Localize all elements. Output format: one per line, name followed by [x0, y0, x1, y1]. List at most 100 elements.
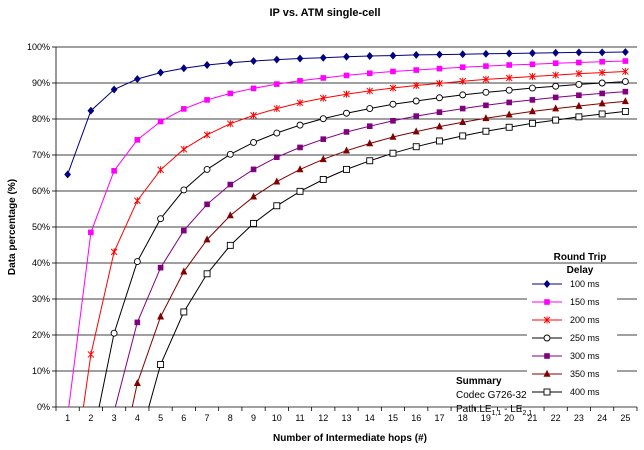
legend-label: 300 ms [570, 351, 600, 361]
point-marker [482, 114, 490, 122]
point-marker [543, 369, 551, 377]
point-marker [543, 388, 551, 396]
point-marker [204, 97, 210, 103]
point-marker [389, 100, 397, 108]
point-marker [390, 68, 396, 75]
point-marker [622, 88, 629, 95]
x-tick-label: 22 [551, 413, 561, 423]
legend-item: 300 ms [532, 351, 600, 361]
point-marker [598, 79, 606, 87]
point-marker [226, 150, 234, 158]
summary-path-prefix: Path:LE [456, 404, 492, 415]
legend-label: 250 ms [570, 333, 600, 343]
point-marker [273, 129, 281, 137]
point-marker [528, 107, 536, 115]
point-marker [343, 109, 350, 117]
y-tick-label: 80% [32, 114, 50, 124]
point-marker [621, 48, 629, 57]
x-tick-label: 8 [228, 413, 233, 423]
tick-labels: 0%10%20%30%40%50%60%70%80%90%100%1 2 3 4 5 6 7… [27, 42, 630, 423]
point-marker [505, 86, 513, 94]
point-marker [412, 143, 420, 151]
point-marker [226, 241, 234, 249]
point-marker [157, 118, 164, 125]
point-marker [296, 99, 304, 107]
point-marker [320, 136, 327, 142]
series-line [98, 81, 626, 408]
point-marker [543, 280, 551, 288]
point-marker [180, 267, 188, 275]
point-marker [87, 106, 95, 115]
series-line [148, 110, 626, 408]
point-marker [157, 68, 164, 77]
legend-background [527, 276, 617, 404]
point-marker [319, 115, 327, 123]
legend: Round Trip Delay 100 ms 150 ms 200 ms 250 m… [527, 252, 617, 404]
point-marker [482, 49, 490, 58]
point-marker [226, 211, 234, 219]
point-marker [319, 176, 327, 183]
point-marker [435, 122, 443, 130]
legend-item: 400 ms [532, 387, 600, 397]
point-marker [204, 201, 210, 208]
axes [55, 47, 638, 411]
x-tick-label: 21 [527, 413, 537, 423]
y-tick-label: 30% [32, 294, 50, 304]
summary-path-sub1: 1,1 [492, 410, 502, 417]
point-marker [343, 146, 350, 154]
point-marker [180, 308, 188, 316]
summary-title: Summary [456, 376, 502, 387]
point-marker [296, 187, 304, 195]
legend-item: 350 ms [532, 369, 600, 379]
point-marker [529, 49, 536, 58]
point-marker [529, 61, 536, 68]
point-marker [528, 119, 536, 127]
point-marker [482, 75, 490, 83]
point-marker [296, 165, 304, 173]
point-marker [250, 111, 257, 119]
point-marker [576, 59, 582, 66]
y-tick-label: 40% [32, 258, 50, 268]
x-tick-label: 18 [458, 413, 468, 423]
series [64, 48, 629, 408]
point-marker [459, 105, 466, 112]
summary-annotation: Summary Codec G726-32 Path:LE1,1 - LE2,1 [456, 376, 532, 417]
point-marker [459, 77, 467, 85]
point-marker [505, 110, 513, 118]
point-marker [506, 62, 512, 68]
point-marker [621, 78, 629, 86]
point-marker [133, 379, 141, 387]
point-marker [412, 127, 420, 135]
point-marker [203, 235, 211, 243]
point-marker [134, 137, 141, 143]
point-marker [389, 149, 397, 157]
series-250-ms [98, 78, 629, 408]
x-tick-label: 11 [295, 413, 304, 423]
y-tick-label: 10% [32, 366, 50, 376]
point-marker [296, 121, 304, 129]
point-marker [412, 50, 420, 59]
point-marker [133, 258, 141, 266]
point-marker [389, 132, 397, 140]
point-marker [599, 58, 605, 65]
y-tick-label: 90% [32, 78, 50, 88]
point-marker [343, 72, 350, 79]
point-marker [157, 215, 165, 223]
legend-item: 200 ms [532, 315, 600, 325]
point-marker [273, 105, 281, 113]
summary-path-sub2: 2,1 [522, 410, 532, 417]
point-marker [203, 131, 211, 139]
point-marker [459, 118, 467, 126]
point-marker [203, 270, 211, 278]
x-tick-label: 7 [205, 413, 210, 423]
point-marker [436, 50, 443, 59]
series-350-ms [131, 97, 629, 408]
point-marker [366, 123, 373, 129]
summary-codec: Codec G726-32 [456, 390, 527, 401]
y-axis-label: Data percentage (%) [7, 179, 18, 275]
point-marker [133, 197, 141, 205]
legend-item: 250 ms [532, 333, 600, 343]
summary-path-mid: - LE [501, 404, 522, 415]
point-marker [544, 353, 550, 359]
